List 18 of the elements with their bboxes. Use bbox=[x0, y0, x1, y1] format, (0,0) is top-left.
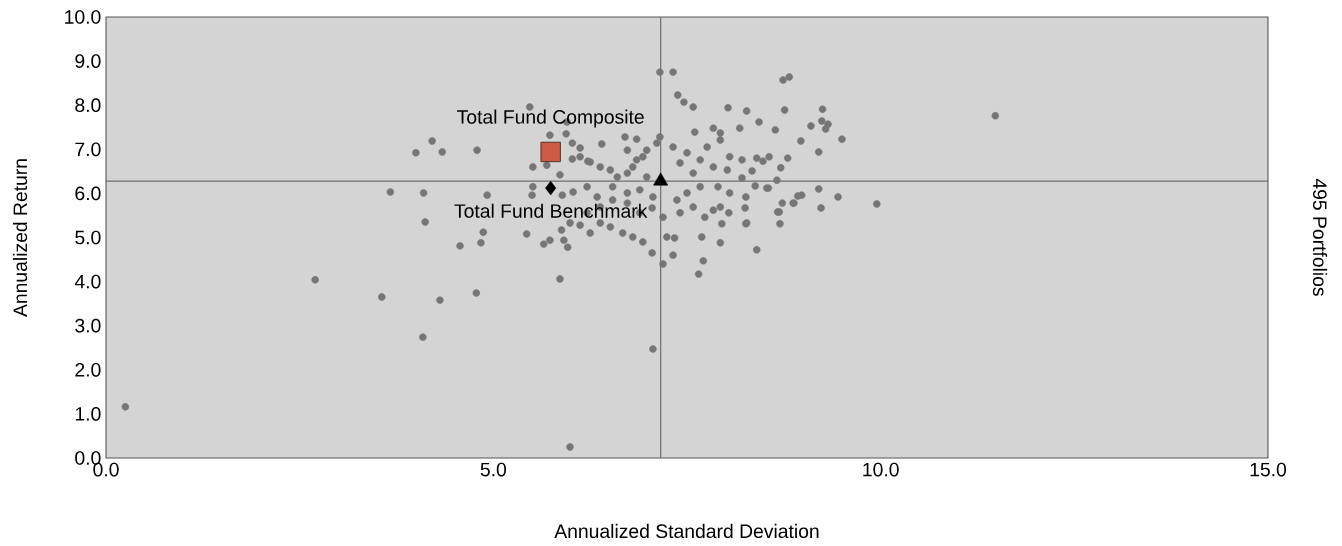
y-tick-label: 10.0 bbox=[65, 10, 101, 24]
x-axis-title: Annualized Standard Deviation bbox=[554, 523, 819, 539]
y-axis-title: Annualized Return bbox=[12, 159, 28, 317]
y-tick-label: 8.0 bbox=[75, 98, 101, 113]
y-tick-label: 3.0 bbox=[75, 318, 101, 333]
y-tick-label: 2.0 bbox=[75, 362, 101, 377]
x-tick-label: 10.0 bbox=[863, 462, 899, 477]
y-tick-label: 1.0 bbox=[75, 407, 101, 421]
y-tick-label: 5.0 bbox=[75, 230, 101, 245]
y-tick-label: 7.0 bbox=[75, 142, 101, 157]
y-tick-label: 4.0 bbox=[74, 274, 101, 289]
x-tick-label: 15.0 bbox=[1250, 462, 1287, 477]
x-tick-label: 5.0 bbox=[480, 462, 507, 477]
y-tick-label: 9.0 bbox=[75, 54, 101, 68]
y-tick-label: 6.0 bbox=[75, 186, 101, 201]
y2-axis-title: 495 Portfolios bbox=[1312, 178, 1328, 296]
series-label: Total Fund Benchmark bbox=[454, 203, 648, 218]
series-label: Total Fund Composite bbox=[457, 109, 644, 128]
